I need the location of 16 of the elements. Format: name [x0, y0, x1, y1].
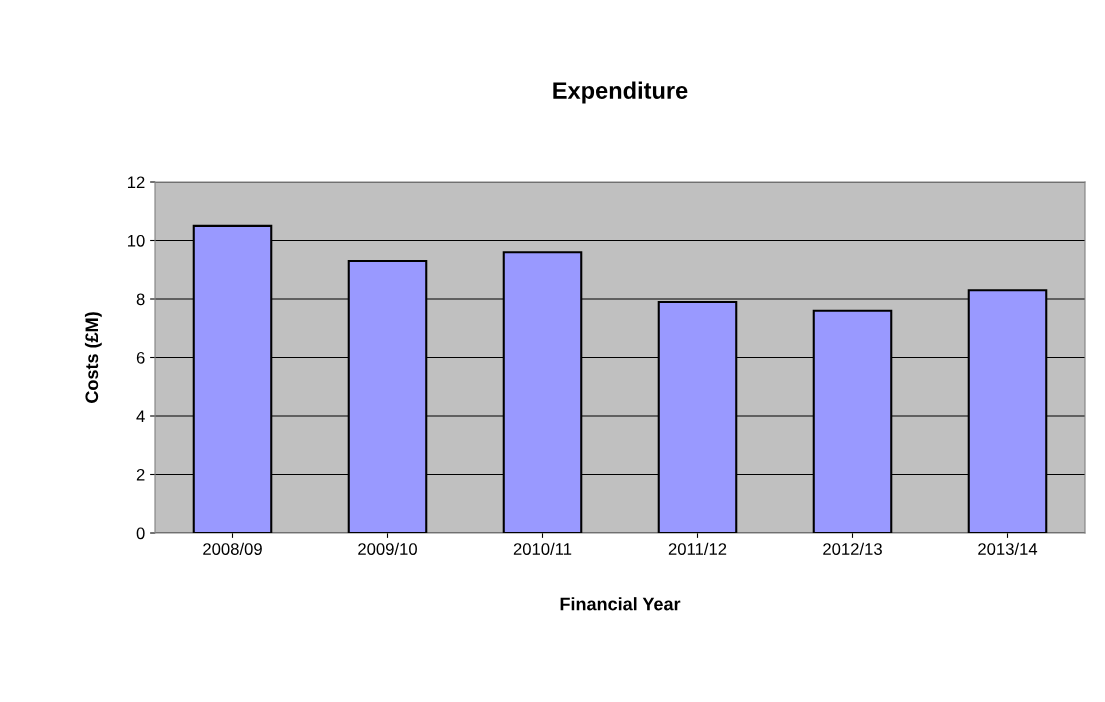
y-tick-label: 6	[136, 351, 145, 364]
x-tick-label: 2010/11	[513, 542, 572, 555]
y-tick-label: 4	[136, 410, 145, 423]
y-tick-label: 0	[136, 527, 145, 540]
y-axis-title: Costs (£M)	[84, 312, 102, 403]
y-tick-label: 8	[136, 293, 145, 306]
x-tick-label: 2009/10	[358, 542, 417, 555]
x-axis-title: Financial Year	[560, 597, 681, 611]
chart-title: Expenditure	[553, 81, 688, 104]
x-tick-label: 2008/09	[203, 542, 262, 555]
x-tick-label: 2012/13	[823, 542, 882, 555]
x-tick-label: 2013/14	[978, 542, 1038, 555]
y-tick-label: 2	[136, 468, 145, 481]
x-tick-label: 2011/12	[668, 542, 727, 555]
y-tick-label: 10	[128, 234, 145, 247]
y-tick-label: 12	[128, 176, 145, 189]
